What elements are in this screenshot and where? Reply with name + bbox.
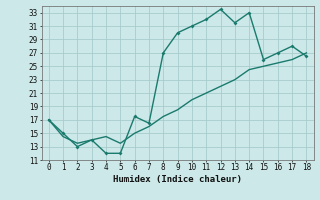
X-axis label: Humidex (Indice chaleur): Humidex (Indice chaleur)	[113, 175, 242, 184]
